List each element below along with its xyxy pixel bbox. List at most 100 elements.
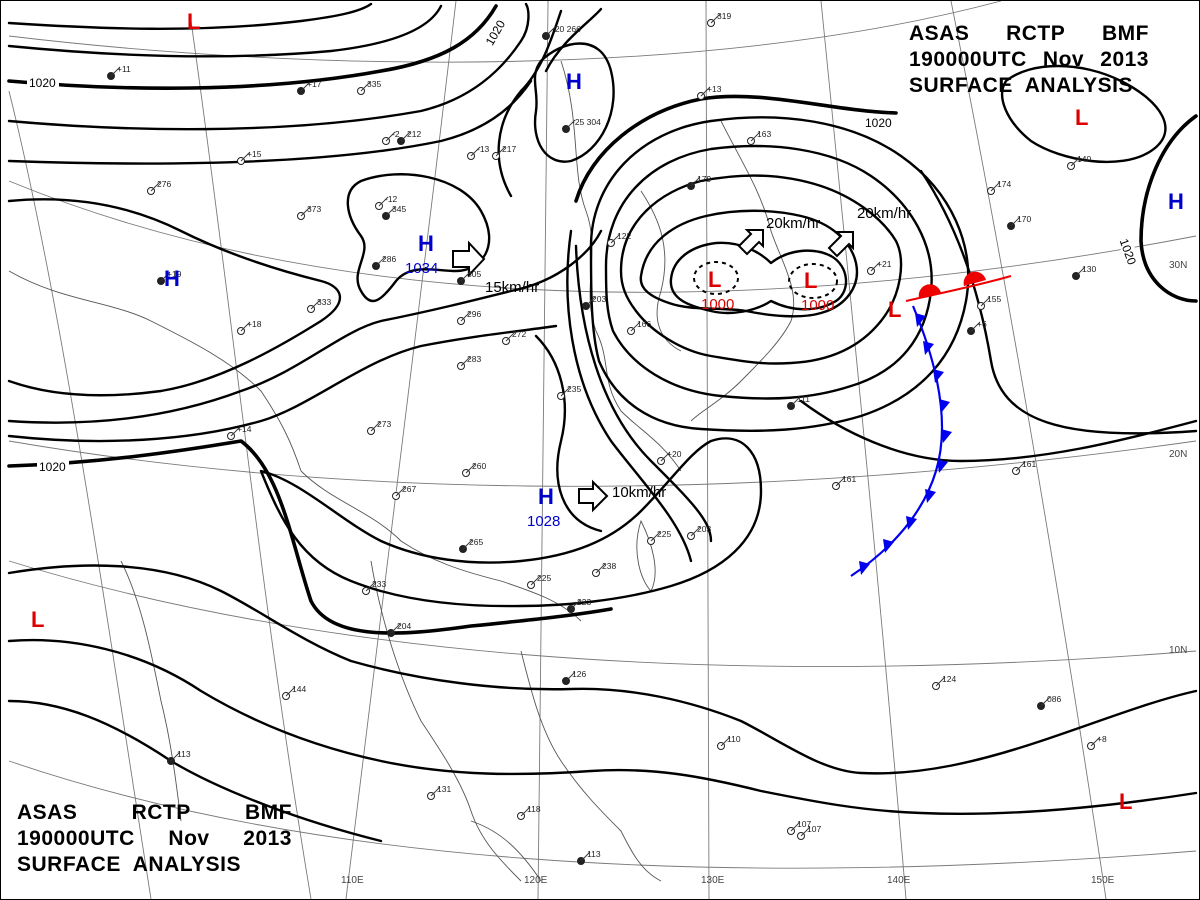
wind-barb bbox=[470, 146, 481, 157]
warm-front bbox=[905, 271, 1012, 302]
isobar-ring-4 bbox=[604, 144, 933, 400]
station-value: 107 bbox=[807, 824, 821, 834]
station-value: 276 bbox=[157, 179, 171, 189]
isobar-1020-west bbox=[7, 439, 613, 635]
coast-borneo bbox=[470, 820, 542, 882]
station-value: 345 bbox=[392, 204, 406, 214]
meridian-100e bbox=[190, 20, 312, 899]
isobar-label-5: 1020 bbox=[1117, 237, 1139, 267]
wind-barb bbox=[710, 13, 721, 24]
station-value: 179 bbox=[697, 174, 711, 184]
isobar-labels: 1020 1020 1020 1020 1020 bbox=[27, 16, 1142, 474]
station-value: 118 bbox=[527, 804, 541, 814]
isobar-west-high-inner bbox=[7, 198, 342, 397]
cold-front-tooth bbox=[859, 561, 870, 575]
meridian-90e bbox=[8, 90, 152, 899]
wind-barb bbox=[385, 131, 396, 142]
high-center-west: H bbox=[164, 266, 180, 291]
low-ring-east bbox=[788, 263, 838, 299]
wind-barb bbox=[300, 81, 311, 92]
station-value: 163 bbox=[757, 129, 771, 139]
station-value: +21 bbox=[877, 259, 892, 269]
low-center-ne: L bbox=[1075, 105, 1088, 130]
pressure-centers: H 1034 H 1028 H H H L 1000 L 1000 L L L … bbox=[31, 9, 1184, 814]
coast-west-asia bbox=[8, 270, 302, 472]
title-bottom-year: 2013 bbox=[243, 827, 292, 850]
wind-barb bbox=[460, 356, 471, 367]
wind-barb bbox=[560, 386, 571, 397]
wind-barb bbox=[390, 623, 401, 634]
station-value: +14 bbox=[237, 424, 252, 434]
wind-barb bbox=[1075, 266, 1086, 277]
wind-barb bbox=[360, 81, 371, 92]
title-bottom-line2: 190000UTC Nov 2013 bbox=[17, 826, 292, 852]
isobar-east-pacific-2 bbox=[919, 169, 1198, 435]
isobar-north-4 bbox=[7, 79, 533, 165]
isobar-label-3: 1020 bbox=[39, 460, 66, 474]
isobar-west-outer bbox=[7, 229, 603, 424]
title-bottom-station: RCTP bbox=[131, 801, 191, 824]
wind-barb bbox=[378, 196, 389, 207]
wind-barb bbox=[660, 451, 671, 462]
lat-label-20n: 20N bbox=[1169, 449, 1187, 460]
title-bottom-month: Nov bbox=[168, 827, 210, 850]
station-value: -12 bbox=[385, 194, 398, 204]
station-value: 204 bbox=[397, 621, 411, 631]
title-top-time: 190000UTC bbox=[909, 48, 1027, 71]
wind-barb bbox=[460, 271, 471, 282]
station-value: 174 bbox=[997, 179, 1011, 189]
lat-lon-grid bbox=[8, 1, 1197, 899]
isobar-east-sea bbox=[574, 244, 713, 543]
wind-barb bbox=[545, 26, 556, 37]
station-value: 113 bbox=[587, 849, 601, 859]
station-value: 170 bbox=[1017, 214, 1031, 224]
station-value: 111 bbox=[797, 394, 810, 404]
isobar-north-3 bbox=[7, 2, 530, 131]
isobar-high-1034 bbox=[346, 173, 491, 303]
cold-front-tooth bbox=[923, 341, 934, 355]
station-value: 235 bbox=[567, 384, 581, 394]
wind-barb bbox=[610, 233, 621, 244]
station-value: 212 bbox=[407, 129, 421, 139]
parallel-10n bbox=[8, 560, 1197, 667]
wind-barb bbox=[585, 296, 596, 307]
station-value: +17 bbox=[307, 79, 322, 89]
title-bottom-code: BMF bbox=[245, 801, 292, 824]
motion-label-low-west: 20km/hr bbox=[766, 215, 820, 232]
wind-barb bbox=[690, 176, 701, 187]
station-value: 305 bbox=[467, 269, 481, 279]
station-value: +8 bbox=[1097, 734, 1107, 744]
station-value: 333 bbox=[317, 297, 331, 307]
low-center-west-value: 1000 bbox=[701, 296, 734, 313]
station-value: 260 bbox=[472, 461, 486, 471]
wind-barb bbox=[430, 786, 441, 797]
wind-barb bbox=[520, 806, 531, 817]
wind-barb bbox=[495, 146, 506, 157]
low-center-front: L bbox=[888, 297, 901, 322]
title-top-analysis: SURFACE ANALYSIS bbox=[909, 74, 1133, 97]
station-value: +13 bbox=[707, 84, 722, 94]
title-top-year: 2013 bbox=[1100, 48, 1149, 71]
cold-front-line bbox=[850, 305, 944, 577]
cold-front-tooth bbox=[925, 489, 936, 503]
station-value: 161 bbox=[842, 474, 856, 484]
wind-barb bbox=[870, 261, 881, 272]
low-center-east-value: 1000 bbox=[801, 297, 834, 314]
warm-front-bump-1 bbox=[918, 284, 941, 298]
station-value: 113 bbox=[177, 749, 191, 759]
motion-arrows bbox=[452, 229, 854, 513]
high-center-1034-value: 1034 bbox=[405, 260, 438, 277]
parallel-20n bbox=[8, 440, 1197, 487]
coast-philippines bbox=[520, 650, 662, 882]
chart-title-bottom: ASAS RCTP BMF 190000UTC Nov 2013 SURFACE… bbox=[17, 800, 292, 878]
meridian-140e bbox=[820, 1, 907, 899]
wind-barb bbox=[970, 321, 981, 332]
wind-barb bbox=[580, 851, 591, 862]
wind-barb bbox=[690, 526, 701, 537]
wind-barb bbox=[300, 206, 311, 217]
motion-arrow-high-1034 bbox=[452, 240, 486, 278]
isobar-ring-2 bbox=[639, 209, 859, 318]
station-value: +20 bbox=[667, 449, 682, 459]
isobar-ring-3 bbox=[669, 241, 848, 315]
station-value: 238 bbox=[602, 561, 616, 571]
